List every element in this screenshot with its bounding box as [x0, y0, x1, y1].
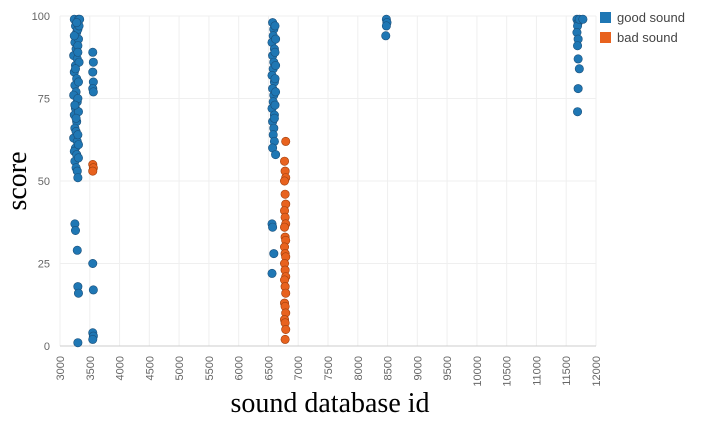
data-point — [381, 21, 391, 31]
data-point — [73, 338, 83, 348]
x-tick-label: 7500 — [323, 356, 335, 380]
data-point — [573, 54, 583, 64]
x-tick-label: 6500 — [263, 356, 275, 380]
x-tick-label: 10500 — [502, 356, 514, 387]
data-point — [573, 41, 583, 51]
legend-swatch[interactable] — [600, 32, 611, 43]
data-point — [88, 57, 98, 67]
data-point — [270, 21, 280, 31]
legend-swatch[interactable] — [600, 12, 611, 23]
data-point — [73, 47, 83, 57]
x-axis-ticks: 3000 3500 4000 4500 5000 5500 6000 6500 7000 7500… — [55, 356, 603, 387]
data-point — [73, 173, 83, 183]
data-point — [578, 14, 588, 24]
legend-label[interactable]: bad sound — [617, 30, 678, 45]
data-point — [88, 334, 98, 344]
data-point — [271, 87, 281, 97]
data-point — [270, 100, 280, 110]
data-point — [88, 285, 98, 295]
x-tick-label: 7000 — [293, 356, 305, 380]
data-point — [280, 334, 290, 344]
data-point — [280, 189, 290, 199]
data-point — [73, 153, 83, 163]
data-point — [72, 245, 82, 255]
data-point — [88, 87, 98, 97]
data-points — [69, 14, 588, 348]
data-point — [267, 268, 277, 278]
data-point — [70, 226, 80, 236]
data-point — [268, 222, 278, 232]
data-point — [72, 18, 82, 28]
data-point — [88, 67, 98, 77]
y-axis-title: score — [2, 151, 33, 210]
data-point — [270, 47, 280, 57]
x-tick-label: 6000 — [234, 356, 246, 380]
data-point — [280, 176, 290, 186]
data-point — [70, 100, 80, 110]
data-point — [381, 31, 391, 41]
data-point — [88, 258, 98, 268]
data-point — [73, 77, 83, 87]
data-point — [281, 288, 291, 298]
grid — [59, 15, 597, 347]
data-point — [69, 31, 79, 41]
x-tick-label: 4000 — [115, 356, 127, 380]
x-tick-label: 12000 — [591, 356, 603, 387]
y-tick-label: 50 — [38, 176, 50, 188]
x-tick-label: 11500 — [561, 356, 573, 386]
x-tick-label: 9500 — [442, 356, 454, 380]
x-tick-label: 8500 — [383, 356, 395, 380]
x-tick-label: 3000 — [55, 356, 67, 380]
y-axis-ticks: 0 25 50 75 100 — [32, 11, 50, 353]
data-point — [88, 166, 98, 176]
data-point — [269, 249, 279, 259]
data-point — [271, 34, 281, 44]
data-point — [73, 140, 83, 150]
data-point — [73, 288, 83, 298]
data-point — [573, 84, 583, 94]
data-point — [573, 107, 583, 117]
x-tick-label: 5500 — [204, 356, 216, 380]
x-tick-label: 11000 — [531, 356, 543, 386]
data-point — [271, 60, 281, 70]
x-axis-title: sound database id — [230, 388, 429, 419]
y-tick-label: 25 — [38, 259, 50, 271]
data-point — [71, 113, 81, 123]
data-point — [281, 136, 291, 146]
data-point — [280, 222, 290, 232]
data-point — [269, 113, 279, 123]
x-tick-label: 8000 — [353, 356, 365, 380]
x-tick-label: 3500 — [85, 356, 97, 380]
x-tick-label: 4500 — [144, 356, 156, 380]
data-point — [70, 64, 80, 74]
x-tick-label: 9000 — [412, 356, 424, 380]
data-point — [271, 150, 281, 160]
x-tick-label: 5000 — [174, 356, 186, 380]
data-point — [73, 130, 83, 140]
data-point — [280, 156, 290, 166]
data-point — [88, 47, 98, 57]
x-tick-label: 10000 — [472, 356, 484, 387]
data-point — [270, 74, 280, 84]
y-tick-label: 100 — [32, 11, 50, 23]
legend-label[interactable]: good sound — [617, 10, 685, 25]
data-point — [281, 324, 291, 334]
y-tick-label: 0 — [44, 341, 50, 353]
legend[interactable]: good sound bad sound — [600, 10, 685, 45]
y-tick-label: 75 — [38, 94, 50, 106]
data-point — [574, 64, 584, 74]
